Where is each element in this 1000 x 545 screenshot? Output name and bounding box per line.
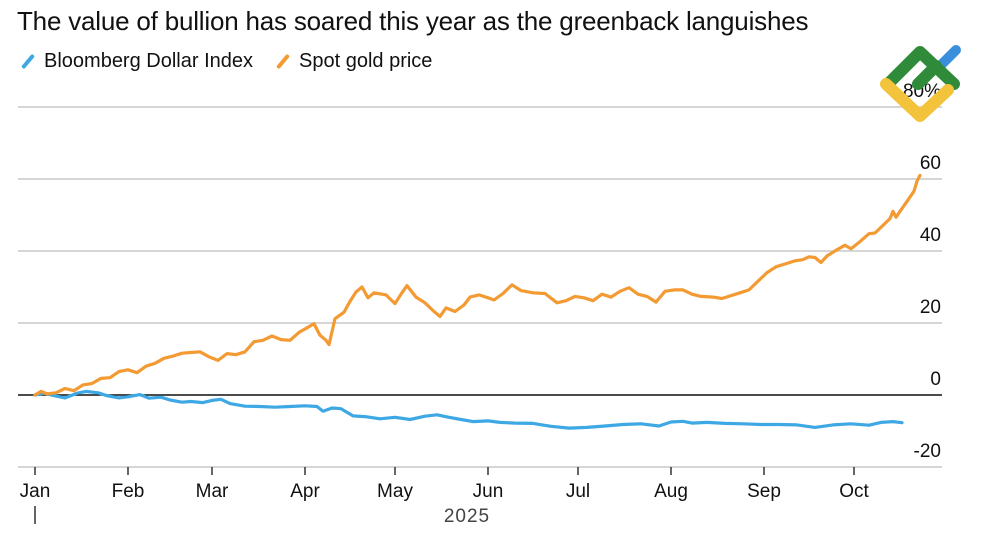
x-tick-label: Jul <box>566 481 590 502</box>
y-tick-label: 60 <box>920 153 941 174</box>
x-axis-year-label: 2025 <box>444 506 490 527</box>
x-tick-label: Mar <box>196 481 229 502</box>
series-line-gold-price <box>33 173 922 397</box>
y-tick-label: -20 <box>914 441 941 462</box>
brand-logo-icon <box>880 45 961 122</box>
x-tick-label: Oct <box>839 481 869 502</box>
y-tick-label: 20 <box>920 297 941 318</box>
x-tick-label: Jun <box>473 481 504 502</box>
legend-label-gold-price: Spot gold price <box>299 50 433 72</box>
series-line-dollar-index <box>33 389 904 430</box>
series-lines <box>33 173 922 430</box>
y-tick-label: 0 <box>930 369 941 390</box>
legend: Bloomberg Dollar Index Spot gold price <box>20 50 454 73</box>
x-axis: Jan Feb Mar Apr May Jun Jul Aug Sep Oct <box>20 467 869 502</box>
legend-item-gold-price: Spot gold price <box>275 50 432 73</box>
x-tick-label: May <box>377 481 413 502</box>
x-tick-label: Sep <box>747 481 781 502</box>
x-tick-label: Apr <box>290 481 320 502</box>
x-tick-label: Aug <box>654 481 688 502</box>
chart-title: The value of bullion has soared this yea… <box>17 6 809 36</box>
x-tick-label: Feb <box>112 481 145 502</box>
gridlines <box>18 106 942 468</box>
y-tick-label: 40 <box>920 225 941 246</box>
legend-item-dollar-index: Bloomberg Dollar Index <box>20 50 253 73</box>
x-tick-label: Jan <box>20 481 51 502</box>
legend-label-dollar-index: Bloomberg Dollar Index <box>44 50 253 72</box>
